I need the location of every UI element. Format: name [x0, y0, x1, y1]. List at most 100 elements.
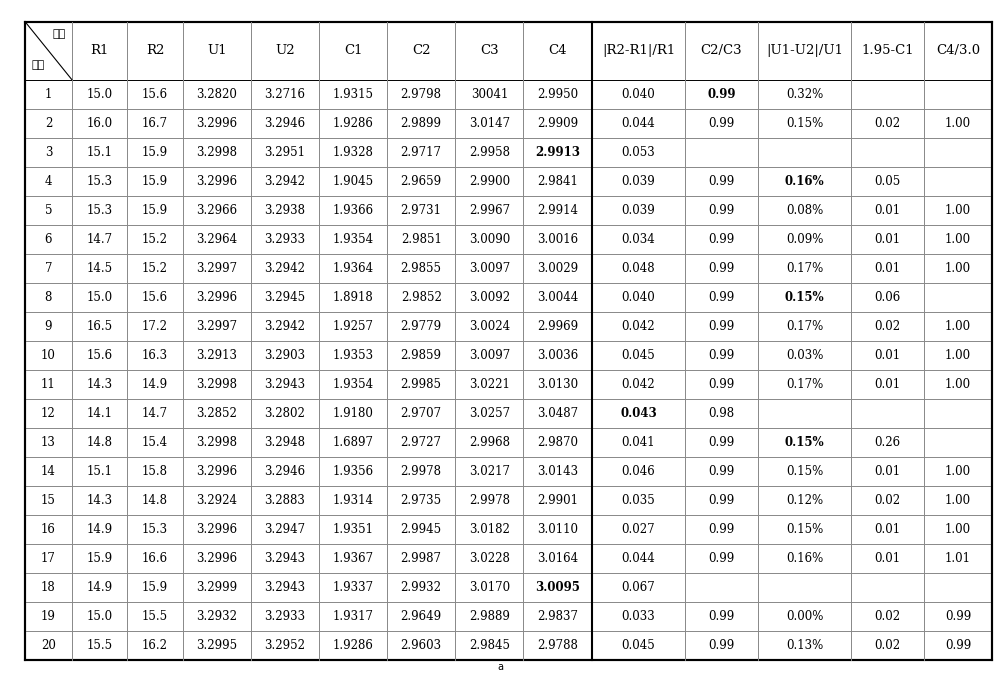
Text: 3.2999: 3.2999 [196, 581, 237, 594]
Text: 3.2943: 3.2943 [264, 378, 305, 391]
Text: 3.2998: 3.2998 [196, 146, 237, 159]
Text: 5: 5 [45, 204, 52, 217]
Text: 1.9366: 1.9366 [332, 204, 374, 217]
Text: 0.98: 0.98 [708, 407, 735, 420]
Text: 3.2996: 3.2996 [196, 523, 237, 536]
Text: 3.0024: 3.0024 [469, 320, 510, 333]
Text: 11: 11 [41, 378, 56, 391]
Text: 3.0487: 3.0487 [537, 407, 578, 420]
Text: 17: 17 [41, 552, 56, 565]
Text: 0.01: 0.01 [875, 465, 901, 478]
Text: 0.01: 0.01 [875, 523, 901, 536]
Text: 0.15%: 0.15% [786, 465, 823, 478]
Text: 3.2852: 3.2852 [196, 407, 237, 420]
Text: 2.9978: 2.9978 [469, 494, 510, 507]
Text: 0.02: 0.02 [875, 320, 901, 333]
Text: 15.5: 15.5 [142, 610, 168, 623]
Text: 0.17%: 0.17% [786, 378, 823, 391]
Text: 0.99: 0.99 [707, 88, 736, 101]
Text: 2.9779: 2.9779 [401, 320, 442, 333]
Text: C2/C3: C2/C3 [701, 44, 742, 57]
Text: 0.99: 0.99 [945, 639, 971, 652]
Text: 14.8: 14.8 [142, 494, 168, 507]
Text: 3.2998: 3.2998 [196, 436, 237, 449]
Text: 3.2943: 3.2943 [264, 552, 305, 565]
Text: 2.9913: 2.9913 [535, 146, 580, 159]
Text: 2.9845: 2.9845 [469, 639, 510, 652]
Text: 0.027: 0.027 [622, 523, 655, 536]
Text: 3.2998: 3.2998 [196, 378, 237, 391]
Text: 16.2: 16.2 [142, 639, 168, 652]
Text: 0.046: 0.046 [622, 465, 655, 478]
Text: 2.9950: 2.9950 [537, 88, 578, 101]
Text: 1.00: 1.00 [945, 233, 971, 246]
Text: 1.9354: 1.9354 [332, 233, 374, 246]
Text: 15.5: 15.5 [86, 639, 113, 652]
Text: 3.2820: 3.2820 [196, 88, 237, 101]
Text: 0.044: 0.044 [622, 117, 655, 130]
Text: 0.042: 0.042 [622, 378, 655, 391]
Text: 9: 9 [45, 320, 52, 333]
Text: 0.035: 0.035 [622, 494, 655, 507]
Text: 3.0170: 3.0170 [469, 581, 510, 594]
Text: 3.2942: 3.2942 [264, 320, 305, 333]
Text: 3.0257: 3.0257 [469, 407, 510, 420]
Text: 3.2952: 3.2952 [264, 639, 305, 652]
Text: 3.2903: 3.2903 [264, 349, 305, 362]
Text: 14.7: 14.7 [86, 233, 113, 246]
Text: 0.15%: 0.15% [786, 117, 823, 130]
Text: 3.0221: 3.0221 [469, 378, 510, 391]
Text: 3.2996: 3.2996 [196, 117, 237, 130]
Text: 3.0097: 3.0097 [469, 262, 510, 275]
Text: 3.2913: 3.2913 [196, 349, 237, 362]
Text: 1.00: 1.00 [945, 494, 971, 507]
Text: 1.9315: 1.9315 [333, 88, 374, 101]
Text: 14.3: 14.3 [86, 378, 113, 391]
Text: 0.26: 0.26 [875, 436, 901, 449]
Text: 0.99: 0.99 [708, 233, 735, 246]
Text: 14.7: 14.7 [142, 407, 168, 420]
Text: 2.9987: 2.9987 [401, 552, 442, 565]
Text: 1.9045: 1.9045 [332, 175, 374, 188]
Text: 3.0143: 3.0143 [537, 465, 578, 478]
Text: 0.01: 0.01 [875, 349, 901, 362]
Text: 0.15%: 0.15% [785, 436, 824, 449]
Text: 2.9900: 2.9900 [469, 175, 510, 188]
Text: 2.9899: 2.9899 [401, 117, 442, 130]
Text: 0.99: 0.99 [708, 465, 735, 478]
Text: 3.2946: 3.2946 [264, 465, 305, 478]
Text: 0.99: 0.99 [708, 610, 735, 623]
Text: 3.2996: 3.2996 [196, 465, 237, 478]
Text: 0.12%: 0.12% [786, 494, 823, 507]
Text: 参数: 参数 [52, 30, 65, 39]
Text: 1.9314: 1.9314 [333, 494, 374, 507]
Text: 3.0092: 3.0092 [469, 291, 510, 304]
Text: 3.2948: 3.2948 [264, 436, 305, 449]
Text: 16.6: 16.6 [142, 552, 168, 565]
Text: 0.02: 0.02 [875, 494, 901, 507]
Text: 0.040: 0.040 [622, 88, 655, 101]
Text: 3.0044: 3.0044 [537, 291, 578, 304]
Text: 0.02: 0.02 [875, 610, 901, 623]
Text: 14.1: 14.1 [87, 407, 113, 420]
Text: 1.9351: 1.9351 [333, 523, 374, 536]
Text: C2: C2 [412, 44, 430, 57]
Text: 1.8918: 1.8918 [333, 291, 373, 304]
Text: 15.3: 15.3 [86, 204, 113, 217]
Text: 2: 2 [45, 117, 52, 130]
Text: 3.2964: 3.2964 [196, 233, 237, 246]
Text: 3.2951: 3.2951 [264, 146, 305, 159]
Text: 3.2997: 3.2997 [196, 320, 237, 333]
Text: 0.15%: 0.15% [785, 291, 824, 304]
Text: 30041: 30041 [471, 88, 508, 101]
Text: 0.08%: 0.08% [786, 204, 823, 217]
Text: 14.3: 14.3 [86, 494, 113, 507]
Text: 3.0228: 3.0228 [469, 552, 510, 565]
Text: 0.06: 0.06 [875, 291, 901, 304]
Text: 1.9354: 1.9354 [332, 378, 374, 391]
Text: 1.95-C1: 1.95-C1 [861, 44, 914, 57]
Text: 0.02: 0.02 [875, 639, 901, 652]
Text: 2.9870: 2.9870 [537, 436, 578, 449]
Text: C4: C4 [548, 44, 567, 57]
Text: 0.99: 0.99 [708, 552, 735, 565]
